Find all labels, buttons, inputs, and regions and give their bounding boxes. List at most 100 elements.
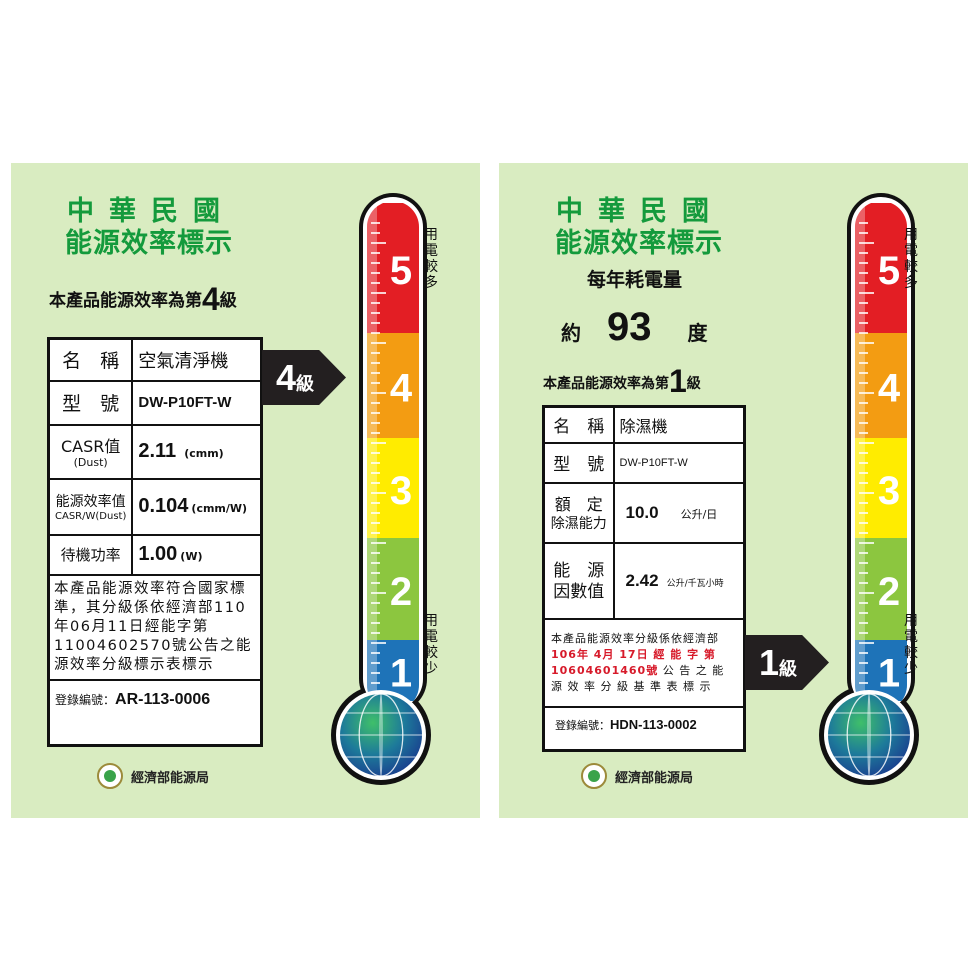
row-key-sub: CASR/W(Dust) <box>55 511 127 522</box>
annual-consumption: 約 93 度 <box>561 305 708 350</box>
title-line1: 中華民國 <box>67 196 235 227</box>
row-unit: (cmm/W) <box>191 502 248 515</box>
row-key-sub: 因數值 <box>553 582 605 603</box>
title-line1: 中華民國 <box>556 196 724 227</box>
grade-prefix: 本產品能源效率為第 <box>49 291 202 311</box>
grade-3-segment <box>855 438 907 538</box>
grade-1-label: 1 <box>390 652 412 696</box>
title-line2: 能源效率標示 <box>555 228 723 259</box>
kwh-unit: 度 <box>687 321 708 345</box>
table-row: 本產品能源效率符合國家標準，其分級係依經濟部110年06月11日經能字第1100… <box>47 573 263 681</box>
row-unit: 公升/千瓦小時 <box>666 578 724 589</box>
annual-consumption-label: 每年耗電量 <box>587 269 683 291</box>
agency-name: 經濟部能源局 <box>131 770 210 786</box>
row-value: 10.0 <box>625 502 659 522</box>
row-key-sub: (Dust) <box>73 456 108 470</box>
agency-logo-icon <box>581 763 607 789</box>
grade-5-label: 5 <box>878 249 900 293</box>
row-unit: 公升/日 <box>680 507 718 521</box>
table-row: 能 源因數值 2.42 公升/千瓦小時 <box>542 541 746 620</box>
row-value: DW-P10FT-W <box>131 379 263 426</box>
table-row: 名 稱空氣清淨機 <box>47 337 263 382</box>
registration-label: 登錄編號： <box>555 718 610 732</box>
grade-statement: 本產品能源效率為第1級 <box>543 363 701 400</box>
arrow-grade: 4 <box>276 357 297 398</box>
less-power-label: 用電較少 <box>904 613 918 677</box>
grade-4-label: 4 <box>878 367 901 411</box>
arrow-grade: 1 <box>759 642 780 683</box>
thermometer-scale: 5 4 3 2 1 <box>331 193 431 785</box>
table-row: CASR值 (Dust) 2.11 (cmm) <box>47 423 263 480</box>
grade-1-label: 1 <box>878 652 900 696</box>
grade-prefix: 本產品能源效率為第 <box>543 376 669 392</box>
table-row: 型 號 DW-P10FT-W <box>542 441 746 484</box>
grade-suffix: 級 <box>219 291 237 311</box>
row-unit: (cmm) <box>184 447 224 460</box>
title-line2: 能源效率標示 <box>65 228 233 259</box>
note-red-text: 106年 4月 17日 經 能 字 第 10604601460號 <box>551 647 716 677</box>
row-key-sub: 除濕能力 <box>550 516 607 533</box>
energy-label-dehumidifier: 中華民國 能源效率標示 每年耗電量 約 93 度 本產品能源效率為第1級 名 稱除濕… <box>499 163 968 818</box>
less-power-label: 用電較少 <box>424 613 438 677</box>
row-key: 額 定 <box>554 495 603 515</box>
grade-5-segment <box>367 203 419 333</box>
approx-label: 約 <box>561 321 581 345</box>
table-row: 本產品能源效率分級係依經濟部 106年 4月 17日 經 能 字 第 106046… <box>542 617 746 708</box>
arrow-suffix: 級 <box>296 374 315 395</box>
grade-suffix: 級 <box>686 376 701 392</box>
grade-value: 1 <box>669 363 687 399</box>
registration-number: HDN-113-0002 <box>610 716 697 732</box>
grade-2-label: 2 <box>390 570 412 614</box>
agency-name: 經濟部能源局 <box>615 770 694 786</box>
grade-4-segment <box>855 333 907 438</box>
row-key: 型 號 <box>47 379 134 426</box>
grade-5-label: 5 <box>390 249 412 293</box>
row-value: 0.104 <box>138 495 189 517</box>
note-text: 公 告 之 能 源 效 率 分 級 基 準 表 標 示 <box>551 663 725 693</box>
energy-label-air-purifier: 中華民國 能源效率標示 本產品能源效率為第4級 名 稱空氣清淨機 型 號 DW-P… <box>11 163 480 818</box>
row-key: 名 稱 <box>47 337 134 382</box>
grade-3-label: 3 <box>878 469 900 513</box>
grade-value: 4 <box>202 281 220 317</box>
grade-4-label: 4 <box>390 367 413 411</box>
grade-3-label: 3 <box>390 469 412 513</box>
row-key: 能 源 <box>553 561 605 582</box>
row-value: 1.00 <box>138 543 178 565</box>
table-row: 能源效率值 CASR/W(Dust) 0.104 (cmm/W) <box>47 477 263 536</box>
registration-number: AR-113-0006 <box>115 690 211 708</box>
row-value: DW-P10FT-W <box>612 441 746 484</box>
registration-label: 登錄編號： <box>55 692 116 707</box>
compliance-note: 本產品能源效率分級係依經濟部 106年 4月 17日 經 能 字 第 106046… <box>542 617 746 708</box>
grade-2-label: 2 <box>878 570 900 614</box>
table-row: 名 稱除濕機 <box>542 405 746 444</box>
compliance-note: 本產品能源效率符合國家標準，其分級係依經濟部110年06月11日經能字第1100… <box>47 573 263 681</box>
note-text: 本產品能源效率分級係依經濟部 <box>551 631 719 645</box>
table-row: 型 號 DW-P10FT-W <box>47 379 263 426</box>
agency-logo-icon <box>97 763 123 789</box>
row-value: 2.11 <box>138 440 177 462</box>
more-power-label: 用電較多 <box>424 227 438 291</box>
grade-3-segment <box>367 438 419 538</box>
row-key: CASR值 <box>60 437 121 457</box>
more-power-label: 用電較多 <box>904 227 918 291</box>
grade-5-segment <box>855 203 907 333</box>
agency: 經濟部能源局 <box>581 763 693 789</box>
table-row: 登錄編號：HDN-113-0002 <box>542 705 746 752</box>
row-key: 待機功率 <box>47 533 134 576</box>
grade-4-segment <box>367 333 419 438</box>
row-value: 空氣清淨機 <box>131 337 263 382</box>
table-row: 待機功率 1.00 (W) <box>47 533 263 576</box>
arrow-suffix: 級 <box>779 659 798 680</box>
row-key: 能源效率值 <box>55 494 126 510</box>
spec-table: 名 稱空氣清淨機 型 號 DW-P10FT-W CASR值 (Dust) 2.11 (c… <box>47 337 263 747</box>
spec-table: 名 稱除濕機 型 號 DW-P10FT-W 額 定除濕能力 10.0 公升/日 能 源… <box>542 405 746 752</box>
grade-statement: 本產品能源效率為第4級 <box>49 281 237 318</box>
table-row: 額 定除濕能力 10.0 公升/日 <box>542 481 746 544</box>
row-key: 名 稱 <box>542 405 615 444</box>
row-unit: (W) <box>180 550 203 563</box>
row-value: 2.42 <box>625 570 659 590</box>
row-value: 除濕機 <box>612 405 746 444</box>
kwh-value: 93 <box>607 305 652 349</box>
table-row: 登錄編號：AR-113-0006 <box>47 678 263 747</box>
agency: 經濟部能源局 <box>97 763 209 789</box>
